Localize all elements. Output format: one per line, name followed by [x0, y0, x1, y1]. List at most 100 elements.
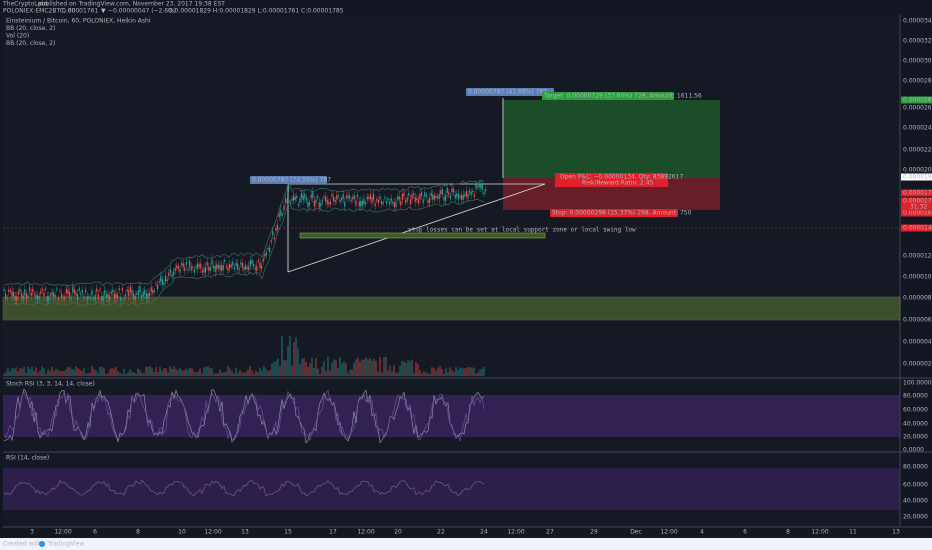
time-tick: 13: [241, 529, 249, 536]
candle: [259, 262, 261, 269]
candle: [353, 195, 355, 200]
candle: [422, 199, 424, 203]
candle: [310, 194, 312, 198]
countdown-bg: [901, 203, 932, 211]
candle: [89, 296, 91, 299]
candle: [174, 267, 176, 272]
price-label-bg: [901, 209, 932, 217]
candle: [129, 286, 131, 292]
header-symbol: POLONIEX:EMC2BTC, 60: [3, 8, 76, 15]
candle: [413, 193, 415, 196]
candle: [477, 186, 479, 188]
candle: [281, 214, 283, 216]
candle: [184, 267, 186, 272]
candle: [262, 258, 264, 262]
time-tick: 3: [30, 529, 34, 536]
target-zone: [503, 100, 720, 178]
candle: [401, 194, 403, 200]
candle: [254, 267, 256, 270]
candle: [14, 295, 16, 301]
candle: [363, 198, 365, 204]
candle: [65, 288, 67, 294]
time-tick: 13: [892, 529, 900, 536]
candle: [118, 288, 120, 291]
candle: [251, 259, 253, 264]
candle: [145, 293, 147, 299]
price-tick: 0.00001909: [903, 174, 932, 181]
candle: [467, 194, 469, 198]
candle: [158, 281, 160, 283]
candle: [390, 198, 392, 202]
candle: [257, 260, 259, 262]
candle: [237, 263, 239, 269]
candle: [269, 247, 271, 252]
candle: [446, 187, 448, 193]
candle: [117, 294, 119, 298]
candle: [112, 289, 114, 293]
candle: [24, 289, 26, 296]
candle: [78, 288, 80, 291]
candle: [40, 291, 42, 295]
candle: [203, 268, 205, 273]
price-tick: 0.00002800: [903, 78, 932, 85]
candle: [249, 260, 251, 266]
published: published on TradingView.com, November 2…: [38, 1, 225, 8]
candle: [139, 286, 141, 293]
candle: [350, 199, 352, 202]
candle: [265, 252, 267, 256]
candle: [369, 194, 371, 200]
candle: [152, 289, 154, 294]
candle: [97, 294, 99, 299]
candle: [424, 192, 426, 197]
stoch-tick: 60.0000: [903, 407, 928, 414]
price-tick: 0.00001641: [903, 210, 932, 217]
candle: [73, 289, 75, 294]
candle: [155, 283, 157, 285]
candle: [409, 199, 411, 205]
candle: [384, 197, 386, 199]
candle: [53, 292, 55, 298]
candle: [93, 297, 95, 300]
candle: [227, 267, 229, 271]
candle: [478, 183, 480, 188]
pnl-box: [555, 173, 668, 187]
candle: [113, 293, 115, 299]
candle: [421, 192, 423, 197]
candle: [197, 263, 199, 270]
time-tick: 15: [284, 529, 292, 536]
candle: [8, 289, 10, 293]
candle: [126, 289, 128, 292]
candle: [469, 190, 471, 193]
candle: [288, 187, 290, 190]
candle: [99, 289, 101, 291]
candle: [261, 265, 263, 270]
candle: [69, 291, 71, 298]
candle: [205, 267, 207, 273]
candle: [275, 228, 277, 232]
candle: [70, 296, 72, 300]
candle: [400, 201, 402, 206]
candle: [272, 230, 274, 236]
candle: [441, 189, 443, 195]
rsi-band: [3, 468, 900, 510]
candle: [46, 295, 48, 302]
candle: [360, 200, 362, 207]
candle: [313, 200, 315, 207]
candle: [48, 296, 50, 301]
price-label-bg: [901, 224, 932, 232]
candle: [189, 260, 191, 267]
candle: [168, 272, 170, 277]
candle: [25, 293, 27, 299]
candle: [419, 193, 421, 200]
price-tick: 0.00002400: [903, 125, 932, 132]
candle: [323, 196, 325, 198]
candle: [163, 282, 165, 285]
candle: [393, 202, 395, 208]
candle: [21, 293, 23, 298]
candle: [389, 201, 391, 205]
candle: [137, 290, 139, 295]
candle: [81, 289, 83, 293]
price-label-bg: [901, 189, 932, 197]
candle: [470, 191, 472, 196]
price-tick: 0.00002000: [903, 167, 932, 174]
